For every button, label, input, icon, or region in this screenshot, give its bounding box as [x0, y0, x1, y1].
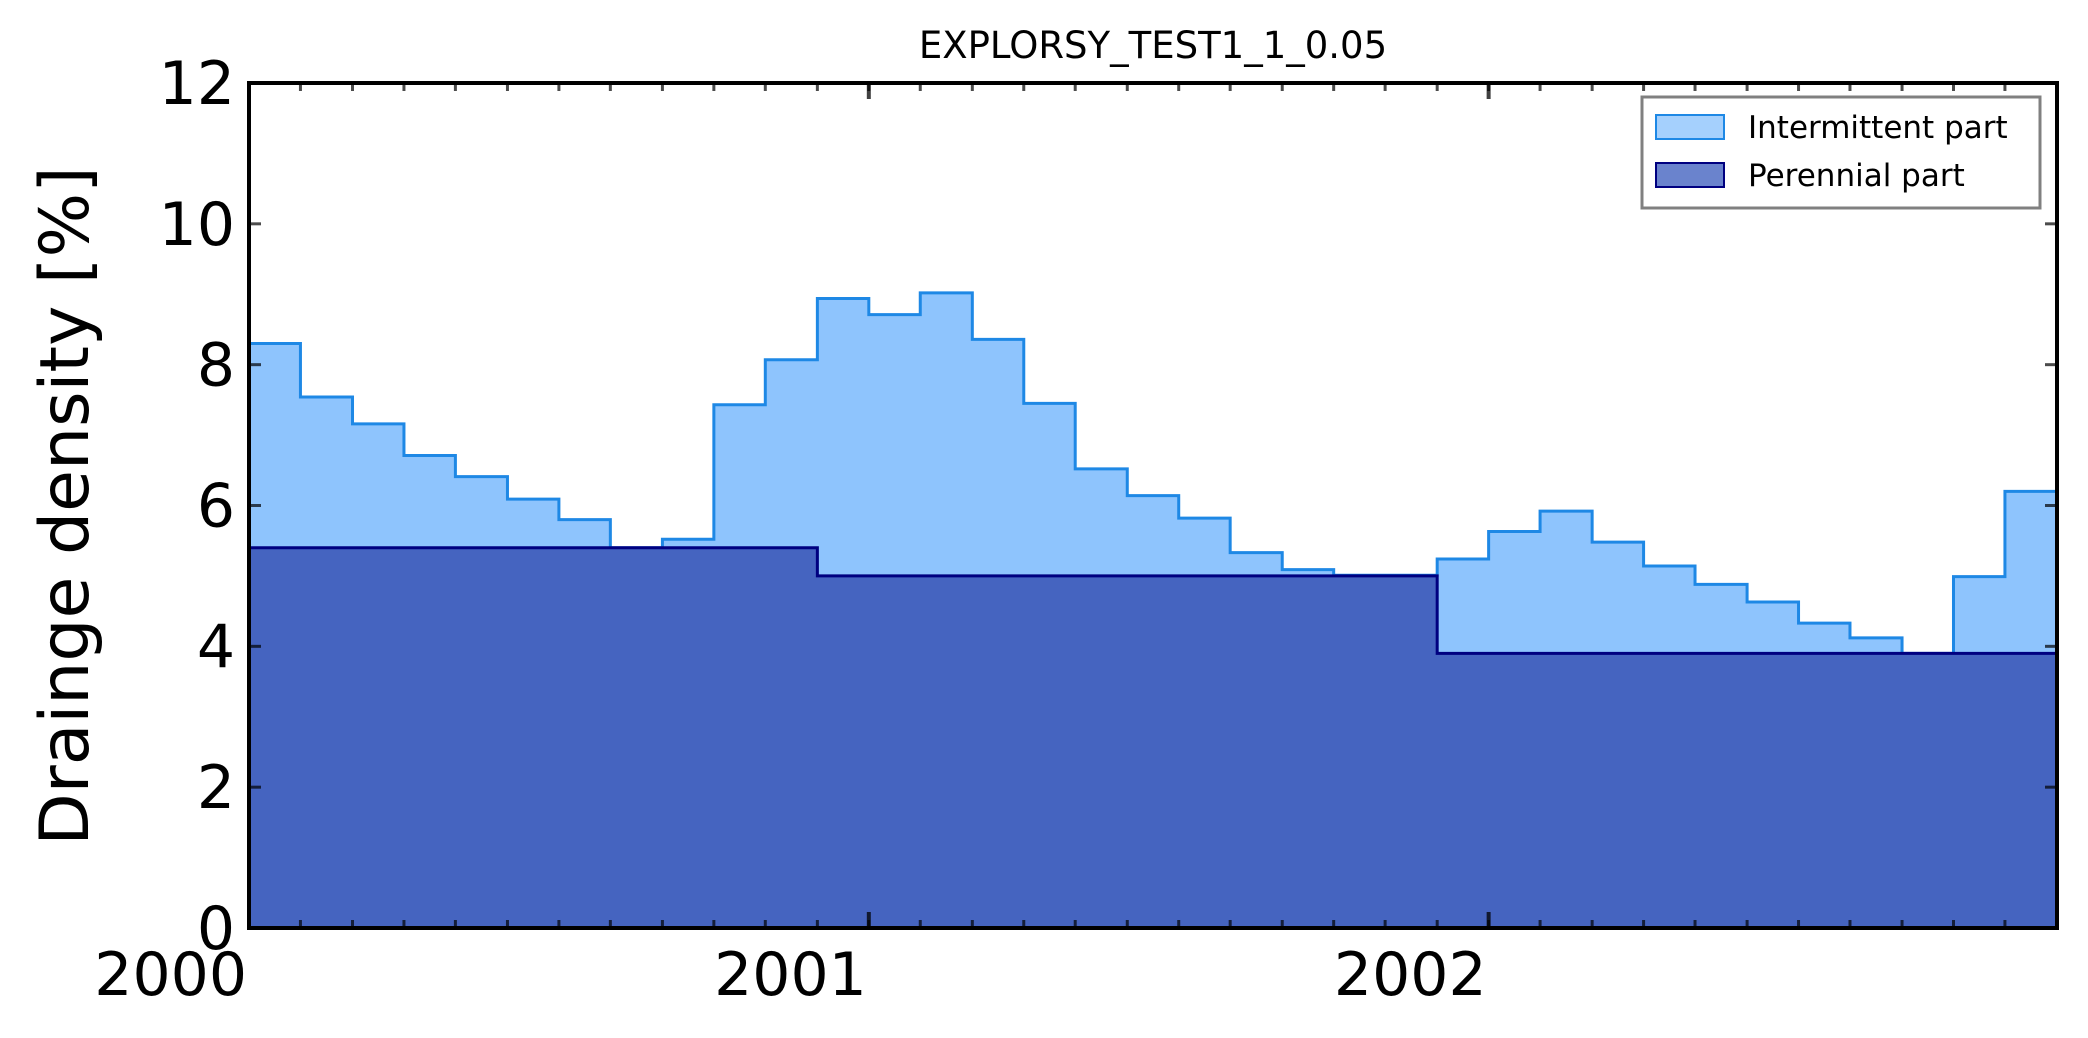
y-tick-label: 2: [197, 753, 235, 823]
step-bar: [1643, 653, 1696, 928]
step-bar: [1592, 653, 1645, 928]
legend-label: Intermittent part: [1748, 110, 2008, 146]
y-tick-label: 12: [159, 49, 235, 119]
step-bar: [1488, 653, 1541, 928]
legend-swatch: [1655, 114, 1725, 140]
step-bar: [558, 547, 611, 928]
step-bar: [1023, 575, 1076, 928]
step-bar: [817, 575, 870, 928]
chart-title: EXPLORSY_TEST1_1_0.05: [919, 24, 1387, 67]
y-tick-label: 10: [159, 190, 235, 260]
step-bar: [507, 547, 560, 928]
legend-label: Perennial part: [1748, 158, 1965, 194]
legend-swatch: [1655, 162, 1725, 188]
x-tick-label: 2002: [1334, 940, 1487, 1010]
step-bar: [1849, 653, 1903, 928]
step-bar: [352, 547, 405, 928]
step-bar: [1385, 575, 1438, 928]
step-bar: [1437, 653, 1490, 928]
step-bar: [713, 547, 766, 928]
step-bar: [1333, 575, 1386, 928]
step-bar: [1075, 575, 1128, 928]
step-bar: [610, 547, 664, 928]
axes: 0 2 4 6 8 10 12 2000 2001 2002: [94, 49, 2059, 1010]
step-bar: [1747, 653, 1800, 928]
y-tick-label: 8: [197, 331, 235, 401]
step-bar: [1798, 653, 1851, 928]
step-bar: [403, 547, 456, 928]
step-bar: [455, 547, 509, 928]
step-bar: [2004, 653, 2058, 928]
step-outline: [249, 546, 2057, 655]
y-tick-label: 6: [197, 472, 235, 542]
step-bar: [1282, 575, 1335, 928]
step-bar: [1230, 575, 1283, 928]
step-bar: [1127, 575, 1180, 928]
step-bar: [1178, 575, 1231, 928]
x-tick-label: 2001: [714, 940, 867, 1010]
plot-area: [249, 291, 2058, 929]
y-axis-label: Drainge density [%]: [26, 166, 105, 845]
step-outline: [249, 291, 2057, 655]
step-bar: [1540, 653, 1593, 928]
legend: Intermittent part Perennial part: [1640, 95, 2042, 210]
y-tick-label: 4: [197, 612, 235, 682]
step-bar: [1695, 653, 1748, 928]
step-bar: [249, 547, 302, 928]
step-bar: [300, 547, 354, 928]
step-bar: [1902, 653, 1955, 928]
series: [249, 546, 2058, 928]
step-bar: [920, 575, 973, 928]
step-bar: [662, 547, 715, 928]
step-bar: [868, 575, 921, 928]
step-bar: [1953, 653, 2006, 928]
step-bar: [765, 547, 818, 928]
y-tick-label: 0: [197, 894, 235, 964]
x-tick-label: 2000: [94, 940, 247, 1010]
step-bar: [972, 575, 1025, 928]
